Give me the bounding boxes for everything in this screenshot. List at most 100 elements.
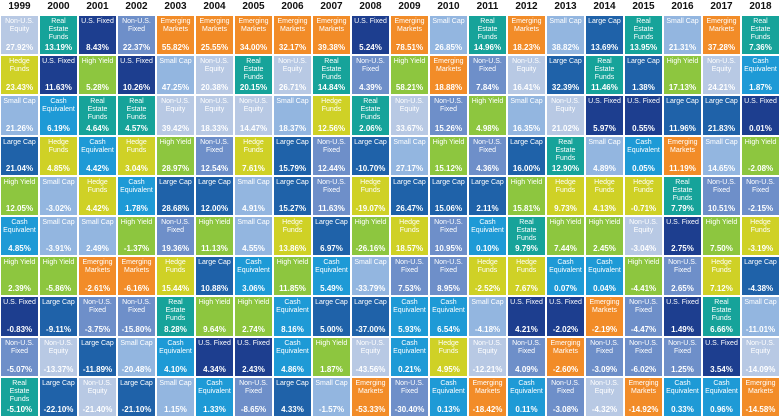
return-value-label: 8.16% xyxy=(281,324,304,334)
asset-class-label: Small Cap xyxy=(237,219,270,226)
asset-class-label: Small Cap xyxy=(354,259,387,267)
return-value-label: 21.83% xyxy=(707,123,736,133)
asset-class-label: Large Cap xyxy=(3,138,36,146)
return-value-label: 26.71% xyxy=(278,83,307,93)
asset-class-label: High Yield xyxy=(237,299,270,307)
asset-class-label: Non-U.S. Equity xyxy=(278,58,307,74)
asset-class-label: Non-U.S. Equity xyxy=(395,98,424,114)
return-value-label: 21.31% xyxy=(668,43,697,53)
return-cell: Large Cap 28.68% xyxy=(156,175,195,216)
return-cell: High Yield 2.39% xyxy=(0,256,39,297)
return-cell: Hedge Funds 4.95% xyxy=(429,336,468,377)
return-value-label: -2.02% xyxy=(552,324,579,334)
asset-class-label: Small Cap xyxy=(393,138,426,146)
asset-class-label: Large Cap xyxy=(159,178,192,186)
return-value-label: 8.95% xyxy=(437,284,460,294)
asset-class-label: Non-U.S. Fixed xyxy=(161,219,190,234)
return-cell: Cash Equivalent 0.07% xyxy=(546,256,585,297)
asset-class-label: Non-U.S. Fixed xyxy=(668,339,697,355)
return-value-label: -8.65% xyxy=(240,404,267,414)
asset-class-label: Cash Equivalent xyxy=(42,98,75,114)
return-value-label: 11.19% xyxy=(669,163,696,173)
return-cell: U.S. Fixed 8.43% xyxy=(78,15,117,56)
return-value-label: 0.96% xyxy=(710,404,733,414)
return-value-label: -18.42% xyxy=(472,404,503,414)
return-value-label: 4.39% xyxy=(359,83,382,93)
return-value-label: 15.26% xyxy=(434,123,463,133)
return-value-label: 11.96% xyxy=(669,123,696,133)
return-value-label: 15.06% xyxy=(434,203,463,213)
return-value-label: 0.13% xyxy=(437,404,460,414)
asset-class-label: Small Cap xyxy=(159,379,192,387)
return-cell: Cash Equivalent 0.21% xyxy=(390,336,429,377)
asset-class-label: Large Cap xyxy=(549,58,582,66)
return-cell: Large Cap 1.38% xyxy=(624,55,663,96)
return-value-label: -4.41% xyxy=(630,284,657,294)
return-cell: U.S. Fixed 0.55% xyxy=(624,95,663,136)
return-cell: Hedge Funds 7.67% xyxy=(507,256,546,297)
return-value-label: 4.21% xyxy=(515,324,538,334)
return-value-label: 21.02% xyxy=(551,123,580,133)
return-value-label: -3.75% xyxy=(84,324,111,334)
asset-class-label: Cash Equivalent xyxy=(81,138,114,154)
asset-class-label: High Yield xyxy=(627,259,660,267)
asset-class-label: Emerging Markets xyxy=(121,259,152,275)
return-value-label: 5.00% xyxy=(320,324,343,334)
asset-class-label: Hedge Funds xyxy=(594,178,615,194)
return-cell: High Yield 4.98% xyxy=(468,95,507,136)
return-cell: Hedge Funds 4.13% xyxy=(585,175,624,216)
asset-class-label: Cash Equivalent xyxy=(159,339,192,355)
return-value-label: 12.56% xyxy=(317,123,346,133)
return-cell: Real Estate Funds 8.28% xyxy=(156,296,195,337)
return-cell: Non-U.S. Fixed 12.44% xyxy=(312,135,351,176)
return-cell: Hedge Funds 13.86% xyxy=(273,216,312,257)
asset-class-label: Real Estate Funds xyxy=(321,58,342,82)
asset-class-label: Cash Equivalent xyxy=(432,299,465,315)
return-cell: Emerging Markets 37.28% xyxy=(702,15,741,56)
return-value-label: 11.13% xyxy=(201,244,228,254)
return-cell: Hedge Funds 3.04% xyxy=(117,135,156,176)
return-cell: Large Cap 15.79% xyxy=(273,135,312,176)
return-cell: Large Cap 21.83% xyxy=(702,95,741,136)
return-value-label: 4.89% xyxy=(593,163,616,173)
asset-class-label: Real Estate Funds xyxy=(165,299,186,323)
asset-class-label: Real Estate Funds xyxy=(477,18,498,41)
asset-class-label: Cash Equivalent xyxy=(627,138,660,154)
return-cell: Small Cap -1.57% xyxy=(312,376,351,417)
return-value-label: 4.10% xyxy=(164,364,187,374)
asset-class-label: Non-U.S. Fixed xyxy=(122,299,151,315)
return-value-label: 11.46% xyxy=(591,83,618,93)
return-cell: High Yield -5.86% xyxy=(39,256,78,297)
return-cell: Large Cap 11.96% xyxy=(663,95,702,136)
return-value-label: 2.74% xyxy=(242,324,265,334)
asset-class-label: High Yield xyxy=(42,259,75,267)
year-header-2013: 2013 xyxy=(554,1,577,12)
asset-class-label: Emerging Markets xyxy=(667,138,698,154)
return-cell: Large Cap -11.89% xyxy=(78,336,117,377)
year-header-2007: 2007 xyxy=(320,1,343,12)
return-cell: Small Cap 38.82% xyxy=(546,15,585,56)
return-value-label: 32.17% xyxy=(278,43,307,53)
asset-class-label: Non-U.S. Equity xyxy=(629,219,658,234)
return-cell: Emerging Markets 18.88% xyxy=(429,55,468,96)
return-cell: U.S. Fixed 5.24% xyxy=(351,15,390,56)
asset-class-label: Large Cap xyxy=(705,98,738,106)
asset-class-label: Large Cap xyxy=(198,259,231,267)
return-value-label: 4.34% xyxy=(203,364,226,374)
asset-class-label: U.S. Fixed xyxy=(237,339,270,347)
return-cell: High Yield 15.12% xyxy=(429,135,468,176)
return-value-label: 4.98% xyxy=(476,123,499,133)
return-cell: Emerging Markets 11.19% xyxy=(663,135,702,176)
asset-class-label: Cash Equivalent xyxy=(120,178,153,194)
return-cell: Large Cap 10.88% xyxy=(195,256,234,297)
return-value-label: 2.75% xyxy=(671,244,694,254)
return-value-label: 12.54% xyxy=(200,163,229,173)
asset-class-label: Emerging Markets xyxy=(238,18,269,33)
return-cell: Cash Equivalent 4.10% xyxy=(156,336,195,377)
return-cell: U.S. Fixed 10.26% xyxy=(117,55,156,96)
year-header-2011: 2011 xyxy=(476,1,499,12)
return-cell: Non-U.S. Fixed 8.95% xyxy=(429,256,468,297)
asset-class-label: U.S. Fixed xyxy=(510,299,543,307)
return-cell: Non-U.S. Equity -21.40% xyxy=(78,376,117,417)
return-value-label: 4.95% xyxy=(437,364,460,374)
